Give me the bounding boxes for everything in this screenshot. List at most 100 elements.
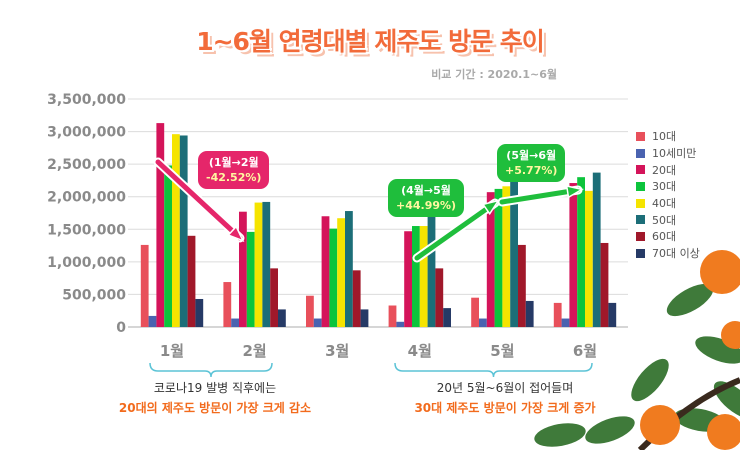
- legend-label: 30대: [652, 180, 677, 194]
- legend-label: 10세미만: [652, 147, 697, 161]
- comparison-period: 비교 기간 : 2020.1~6월: [431, 68, 557, 81]
- note-highlight: 30대 제주도 방문이 가장 크게 증가: [414, 401, 596, 415]
- bar-60대-5월: [518, 244, 526, 327]
- decrease-arrow: [155, 159, 243, 241]
- bar-30대-4월: [412, 226, 420, 327]
- bar-30대-2월: [246, 231, 255, 327]
- bar-20대-2월: [239, 211, 247, 327]
- leaf-illustration: [666, 283, 714, 317]
- legend-swatch: [636, 231, 645, 241]
- bar-70대 이상-2월: [278, 309, 286, 327]
- bar-10세미만-3월: [313, 318, 322, 327]
- x-tick-label: 6월: [573, 342, 597, 360]
- legend-label: 70대 이상: [652, 247, 700, 261]
- legend: 10대 10세미만 20대 30대 40대 50대 60대 70대 이상: [636, 128, 700, 262]
- bar-50대-1월: [179, 135, 188, 327]
- legend-swatch: [636, 148, 645, 158]
- y-tick-label: 0: [116, 320, 126, 336]
- annotation-label: (5월→6월: [506, 149, 557, 162]
- bar-10대-4월: [388, 305, 397, 327]
- bar-50대-6월: [592, 172, 601, 327]
- tangerine-illustration: [721, 321, 740, 349]
- bar-60대-6월: [600, 242, 609, 327]
- bar-60대-4월: [435, 268, 444, 327]
- bar-20대-3월: [321, 216, 330, 327]
- bar-70대 이상-4월: [443, 308, 451, 327]
- bar-40대-2월: [254, 202, 263, 327]
- y-tick-label: 500,000: [62, 287, 126, 303]
- decrease-arrow-head: [227, 225, 245, 243]
- bar-50대-3월: [345, 211, 353, 327]
- annotation-value: +5.77%): [505, 164, 558, 177]
- note-increase: 20년 5월~6월이 접어들며 30대 제주도 방문이 가장 크게 증가: [370, 378, 640, 418]
- bar-40대-3월: [337, 218, 345, 327]
- leaf-illustration: [713, 381, 740, 419]
- legend-item: 70대 이상: [636, 245, 700, 262]
- tangerine-illustration: [700, 250, 740, 294]
- annotation-label: (1월→2월: [208, 156, 259, 169]
- bar-30대-1월: [164, 165, 172, 327]
- bar-10세미만-6월: [561, 318, 570, 327]
- bar-10세미만-2월: [231, 318, 239, 327]
- bar-70대 이상-5월: [525, 300, 534, 327]
- bar-70대 이상-3월: [360, 309, 369, 327]
- legend-swatch: [636, 131, 645, 141]
- annotation-apr-may: (4월→5월 +44.99%): [388, 179, 465, 217]
- legend-swatch: [636, 165, 645, 175]
- tangerine-illustration: [640, 405, 680, 445]
- y-tick-label: 3,000,000: [47, 125, 126, 141]
- x-tick-label: 2월: [242, 342, 266, 360]
- bar-70대 이상-6월: [608, 302, 617, 327]
- legend-label: 10대: [652, 130, 677, 144]
- increase-arrow-apr-may-head: [481, 199, 500, 216]
- legend-item: 40대: [636, 195, 700, 212]
- legend-label: 40대: [652, 197, 677, 211]
- bar-10대-6월: [553, 302, 562, 327]
- legend-item: 10대: [636, 128, 700, 145]
- legend-swatch: [636, 198, 645, 208]
- tangerine-illustration: [707, 414, 740, 450]
- bar-60대-1월: [187, 235, 196, 327]
- leaf-illustration: [631, 358, 669, 402]
- increase-arrow-apr-may: [414, 200, 498, 261]
- bar-50대-4월: [427, 212, 436, 327]
- legend-item: 30대: [636, 178, 700, 195]
- annotation-jan-feb: (1월→2월 -42.52%): [198, 151, 270, 189]
- bar-10세미만-1월: [148, 315, 157, 327]
- increase-arrow-may-jun: [499, 187, 581, 205]
- bar-50대-5월: [510, 179, 518, 327]
- bar-10대-2월: [223, 282, 232, 327]
- bar-20대-1월: [156, 123, 165, 327]
- bracket: [394, 362, 593, 378]
- annotation-value: -42.52%): [206, 171, 262, 184]
- x-tick-label: 4월: [408, 342, 432, 360]
- bar-30대-5월: [494, 188, 503, 327]
- legend-item: 60대: [636, 228, 700, 245]
- bar-30대-3월: [329, 228, 338, 327]
- note-highlight: 20대의 제주도 방문이 가장 크게 감소: [118, 401, 312, 415]
- legend-item: 50대: [636, 211, 700, 228]
- bar-30대-6월: [577, 177, 585, 327]
- bar-50대-2월: [262, 201, 271, 327]
- legend-label: 60대: [652, 230, 677, 244]
- bar-60대-3월: [352, 270, 361, 327]
- bar-10세미만-5월: [479, 318, 487, 327]
- bar-10대-1월: [140, 244, 149, 327]
- leaf-illustration: [585, 416, 635, 444]
- legend-label: 20대: [652, 163, 677, 177]
- y-tick-label: 2,500,000: [47, 157, 126, 173]
- leaf-illustration: [534, 423, 586, 447]
- annotation-value: +44.99%): [396, 199, 457, 212]
- increase-arrow-may-jun-head: [565, 184, 584, 199]
- bar-40대-4월: [419, 226, 428, 327]
- y-tick-label: 3,500,000: [47, 92, 126, 108]
- bracket: [149, 362, 273, 378]
- legend-swatch: [636, 215, 645, 225]
- bar-40대-1월: [172, 134, 180, 327]
- legend-swatch: [636, 248, 645, 258]
- x-tick-label: 5월: [490, 342, 514, 360]
- bar-40대-6월: [585, 190, 593, 327]
- legend-label: 50대: [652, 213, 677, 227]
